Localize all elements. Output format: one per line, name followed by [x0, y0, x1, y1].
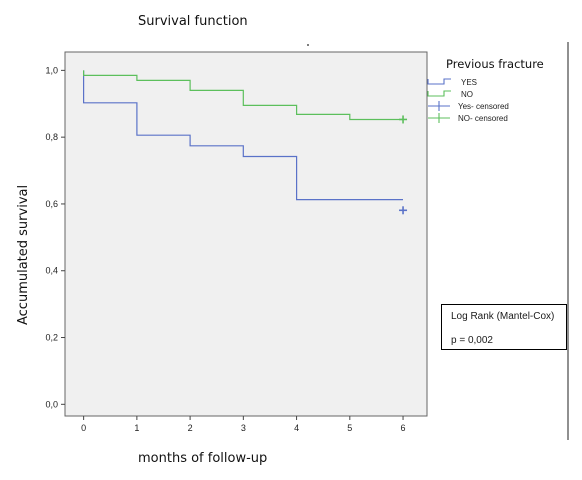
stray-dot	[307, 44, 309, 46]
series-line-no	[82, 70, 403, 121]
x-tick-label: 1	[134, 423, 139, 433]
legend-label: NO	[461, 90, 473, 99]
censor-mark-yes	[399, 206, 408, 215]
axes: 0 1 2 3 4 5 6 0,0 0,2 0,4 0,6 0,8 1,0	[45, 65, 405, 433]
x-tick-label: 2	[188, 423, 193, 433]
y-tick-label: 0,6	[45, 199, 58, 209]
chart-title: Survival function	[138, 14, 248, 29]
y-axis-title: Accumulated survival	[16, 185, 31, 325]
legend-entry: Yes- censored	[428, 101, 509, 111]
y-tick-label: 0,8	[45, 132, 58, 142]
legend-title: Previous fracture	[446, 57, 544, 71]
y-tick-label: 1,0	[45, 65, 58, 75]
y-tick-label: 0,2	[45, 333, 58, 343]
legend-entry: NO	[427, 90, 473, 99]
y-tick-label: 0,4	[45, 266, 58, 276]
y-tick-label: 0,0	[45, 399, 58, 409]
plot-area	[64, 51, 428, 417]
legend-entry: YES	[427, 78, 477, 87]
series-group	[82, 70, 408, 215]
legend-label: Yes- censored	[458, 102, 509, 111]
x-tick-label: 5	[347, 423, 352, 433]
censor-mark-no	[399, 115, 408, 124]
logrank-p-value: p = 0,002	[451, 335, 493, 346]
legend-label: NO- censored	[458, 114, 508, 123]
legend-entry: NO- censored	[428, 113, 508, 123]
x-tick-label: 4	[294, 423, 299, 433]
legend-step-symbol	[427, 78, 451, 85]
series-line-yes	[82, 70, 403, 201]
x-tick-label: 3	[241, 423, 246, 433]
legend-label: YES	[461, 78, 477, 87]
logrank-title: Log Rank (Mantel-Cox)	[451, 311, 555, 322]
x-tick-label: 0	[81, 423, 86, 433]
legend: Previous fracture YES NO Yes- censored NO- …	[427, 57, 544, 123]
legend-step-symbol	[427, 90, 451, 97]
logrank-box: Log Rank (Mantel-Cox) p = 0,002	[441, 304, 567, 350]
x-axis-title: months of follow-up	[138, 451, 267, 466]
x-tick-label: 6	[401, 423, 406, 433]
